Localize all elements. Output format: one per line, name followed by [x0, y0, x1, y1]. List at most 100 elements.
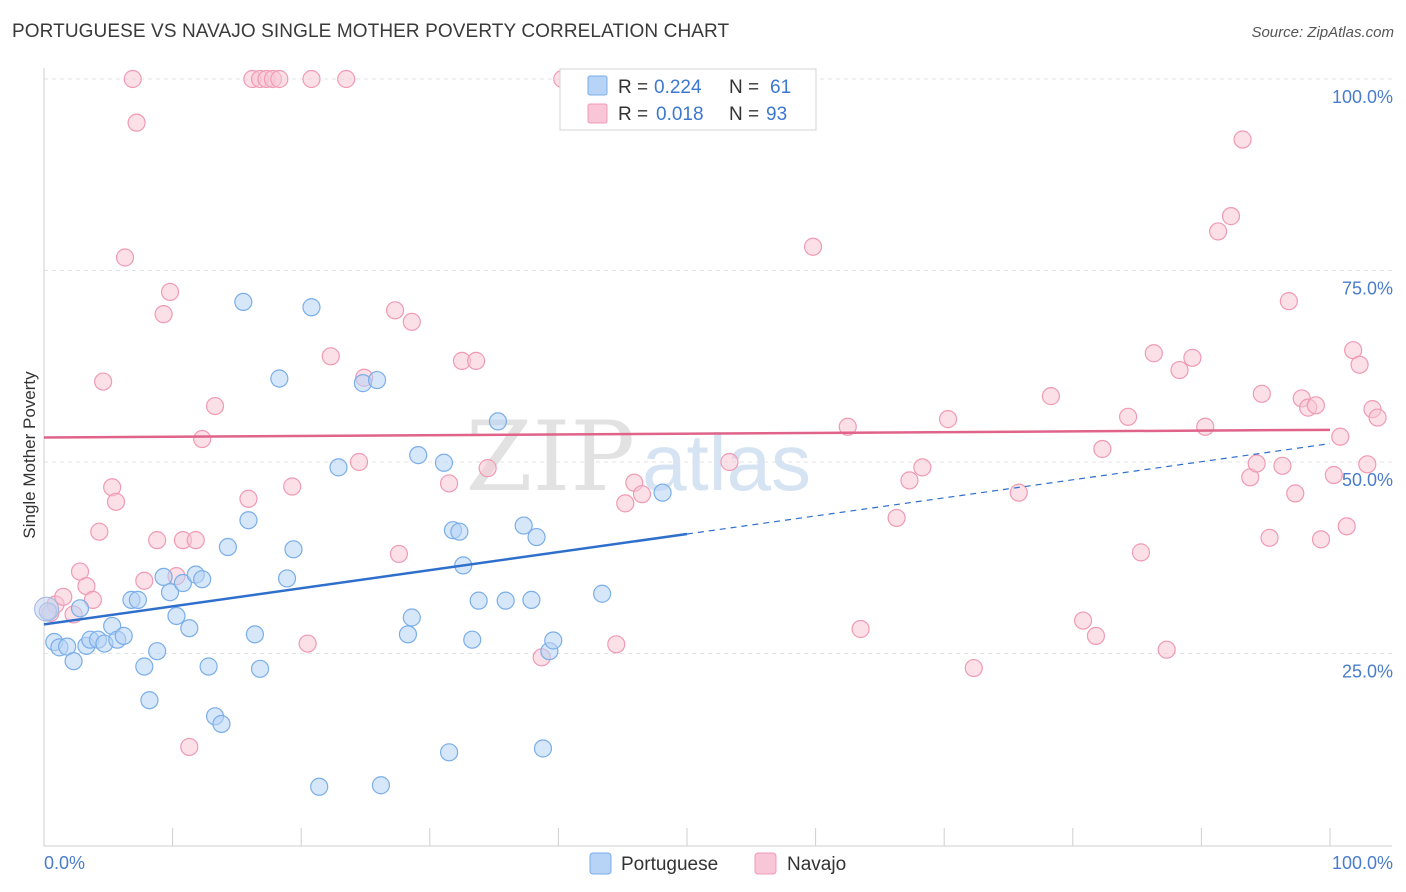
- point-navajo: [1093, 439, 1112, 459]
- point-navajo: [389, 544, 409, 564]
- trendline-portuguese: [43, 532, 688, 626]
- point-navajo: [1157, 640, 1176, 659]
- legend-r-navajo: 0.018: [656, 104, 704, 125]
- point-portuguese: [514, 516, 533, 535]
- point-portuguese: [218, 537, 237, 557]
- y-tick-label: 75.0%: [1342, 279, 1393, 299]
- bottom-legend-swatch-navajo: [754, 852, 777, 875]
- point-portuguese: [544, 631, 563, 650]
- point-navajo: [402, 312, 421, 331]
- point-portuguese: [114, 626, 133, 645]
- point-navajo: [115, 248, 135, 267]
- point-navajo: [302, 69, 321, 89]
- points-layer: [34, 69, 1387, 796]
- point-navajo: [90, 522, 109, 541]
- point-portuguese: [167, 606, 186, 626]
- point-navajo: [298, 634, 317, 653]
- point-navajo: [1306, 396, 1325, 415]
- bottom-legend-swatch-portuguese: [589, 852, 612, 875]
- point-navajo: [938, 410, 958, 429]
- point-portuguese: [469, 591, 488, 610]
- point-navajo: [270, 69, 289, 89]
- point-navajo: [1131, 543, 1151, 562]
- y-tick-labels: 100.0% 75.0% 50.0% 25.0%: [1332, 87, 1393, 682]
- point-navajo: [186, 531, 205, 550]
- point-portuguese: [439, 743, 459, 762]
- point-portuguese: [245, 625, 265, 644]
- point-portuguese: [302, 298, 321, 317]
- chart-title: PORTUGUESE VS NAVAJO SINGLE MOTHER POVER…: [12, 21, 730, 42]
- point-navajo: [180, 737, 199, 757]
- trend-layer: [43, 428, 1331, 626]
- legend-box: R = 0.224 N = 61 R = 0.018 N = 93: [559, 68, 817, 131]
- point-navajo: [160, 282, 180, 302]
- point-navajo: [1368, 408, 1387, 427]
- point-portuguese: [522, 590, 541, 609]
- point-portuguese: [154, 567, 173, 587]
- legend-n-label-navajo: N =: [729, 104, 759, 125]
- legend-n-portuguese: 61: [770, 77, 791, 98]
- point-portuguese: [329, 458, 348, 477]
- point-navajo: [1350, 355, 1369, 374]
- legend-r-portuguese: 0.224: [654, 77, 702, 98]
- point-portuguese: [488, 412, 508, 431]
- x-tick-label-max: 100.0%: [1332, 853, 1393, 873]
- point-portuguese: [173, 573, 192, 593]
- point-navajo: [385, 301, 405, 320]
- point-navajo: [349, 452, 369, 472]
- point-navajo: [887, 508, 906, 528]
- point-navajo: [1337, 517, 1356, 536]
- legend-n-navajo: 93: [766, 104, 787, 125]
- point-navajo: [1170, 360, 1189, 380]
- point-navajo: [1196, 417, 1215, 436]
- point-navajo: [478, 459, 497, 478]
- legend-swatch-portuguese: [587, 75, 608, 96]
- point-portuguese: [367, 370, 387, 390]
- point-navajo: [1286, 484, 1305, 503]
- point-navajo: [1233, 130, 1252, 149]
- point-navajo: [94, 372, 113, 391]
- point-navajo: [851, 619, 870, 639]
- y-tick-label: 100.0%: [1332, 87, 1393, 107]
- point-navajo: [205, 396, 225, 416]
- point-navajo: [964, 658, 983, 678]
- legend-n-label-portuguese: N =: [729, 77, 759, 98]
- point-navajo: [900, 471, 919, 490]
- point-navajo: [1324, 465, 1343, 485]
- point-navajo: [803, 237, 823, 256]
- point-navajo: [123, 69, 142, 89]
- point-navajo: [913, 458, 932, 477]
- point-navajo: [148, 531, 167, 550]
- point-cluster: [34, 596, 60, 622]
- x-tick-label-min: 0.0%: [44, 853, 85, 873]
- point-portuguese: [653, 483, 672, 502]
- point-portuguese: [402, 608, 421, 627]
- legend-r-label-navajo: R =: [618, 104, 648, 125]
- point-portuguese: [180, 619, 199, 638]
- point-navajo: [106, 492, 126, 511]
- point-portuguese: [64, 652, 83, 671]
- point-portuguese: [135, 657, 154, 676]
- point-portuguese: [310, 777, 329, 796]
- point-navajo: [83, 590, 102, 609]
- point-navajo: [135, 571, 154, 590]
- x-ticks: [43, 828, 1331, 846]
- point-portuguese: [371, 776, 391, 795]
- point-portuguese: [212, 714, 231, 734]
- point-navajo: [1273, 456, 1292, 475]
- point-navajo: [1118, 407, 1138, 426]
- point-navajo: [1311, 530, 1331, 549]
- point-portuguese: [434, 453, 454, 472]
- point-portuguese: [593, 584, 612, 603]
- point-navajo: [127, 113, 146, 132]
- point-portuguese: [160, 583, 180, 602]
- point-navajo: [616, 494, 635, 513]
- point-portuguese: [533, 739, 553, 758]
- point-portuguese: [128, 590, 147, 609]
- y-tick-label: 50.0%: [1342, 470, 1393, 490]
- point-navajo: [1209, 222, 1228, 241]
- point-navajo: [1279, 292, 1298, 311]
- point-navajo: [193, 429, 212, 449]
- point-navajo: [1221, 207, 1241, 226]
